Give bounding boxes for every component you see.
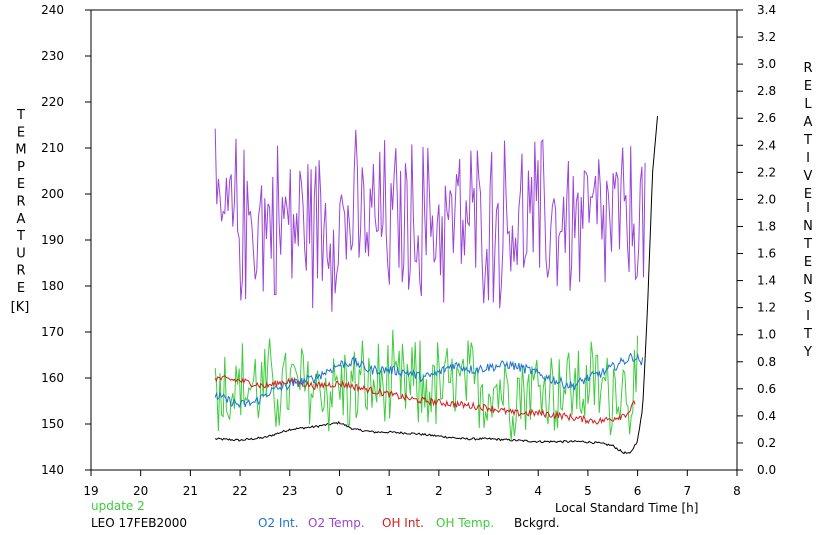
legend-entry: O2 Int. <box>258 516 299 530</box>
series-line-bckgrd <box>214 115 658 455</box>
left-axis-title-letter: P <box>17 160 25 175</box>
legend-entry: Bckgrd. <box>514 516 560 530</box>
right-axis-title-letter: V <box>804 169 813 184</box>
left-y-tick-label: 150 <box>41 417 64 431</box>
right-y-tick-label: 3.2 <box>757 30 776 44</box>
x-tick-label: 6 <box>634 484 642 498</box>
x-tick-label: 4 <box>534 484 542 498</box>
right-axis-title-letter: I <box>806 201 810 216</box>
right-y-tick-label: 2.8 <box>757 84 776 98</box>
left-axis-title-letter: E <box>17 177 25 192</box>
left-axis-title-letter: E <box>17 281 25 296</box>
right-y-tick-label: 0.6 <box>757 382 776 396</box>
left-y-tick-label: 230 <box>41 49 64 63</box>
update-label: update 2 <box>91 499 145 513</box>
x-tick-label: 19 <box>83 484 98 498</box>
x-tick-label: 21 <box>183 484 198 498</box>
right-axis-title-letter: R <box>803 61 812 76</box>
right-y-tick-label: 0.2 <box>757 436 776 450</box>
left-y-tick-label: 160 <box>41 371 64 385</box>
right-axis-title-letter: E <box>804 79 812 94</box>
left-axis-title-letter: U <box>16 246 26 261</box>
x-tick-label: 23 <box>282 484 297 498</box>
left-axis-title-letter: E <box>17 125 25 140</box>
left-y-tick-label: 200 <box>41 187 64 201</box>
left-y-tick-label: 170 <box>41 325 64 339</box>
right-y-tick-label: 2.6 <box>757 111 776 125</box>
right-y-tick-label: 1.4 <box>757 274 776 288</box>
right-y-tick-label: 2.2 <box>757 165 776 179</box>
x-tick-label: 8 <box>733 484 741 498</box>
right-axis-title-letter: E <box>804 255 812 270</box>
left-y-tick-label: 240 <box>41 3 64 17</box>
legend-entry: O2 Temp. <box>308 516 365 530</box>
right-y-tick-label: 1.8 <box>757 219 776 233</box>
series-line-oh-temp <box>214 329 639 441</box>
right-axis-title-letter: A <box>804 115 813 130</box>
left-axis-title-letter: R <box>16 264 25 279</box>
legend-entry: OH Temp. <box>436 516 494 530</box>
right-y-tick-label: 3.0 <box>757 57 776 71</box>
right-y-tick-label: 1.6 <box>757 247 776 261</box>
legend-entry: OH Int. <box>382 516 424 530</box>
x-tick-label: 0 <box>336 484 344 498</box>
right-axis-title-letter: I <box>806 151 810 166</box>
right-y-tick-label: 3.4 <box>757 3 776 17</box>
left-axis-title-letter: R <box>16 195 25 210</box>
right-y-tick-label: 0.0 <box>757 463 776 477</box>
right-axis-title-letter: N <box>803 273 813 288</box>
left-axis-title-letter: M <box>15 143 26 158</box>
right-axis-title-letter: L <box>804 97 812 112</box>
x-tick-label: 7 <box>683 484 691 498</box>
x-tick-label: 3 <box>485 484 493 498</box>
left-y-tick-label: 210 <box>41 141 64 155</box>
x-tick-label: 2 <box>435 484 443 498</box>
x-tick-label: 5 <box>584 484 592 498</box>
x-axis-label: Local Standard Time [h] <box>555 501 698 515</box>
x-tick-label: 20 <box>133 484 148 498</box>
left-y-tick-label: 140 <box>41 463 64 477</box>
left-axis-title-letter: T <box>16 229 25 244</box>
right-y-tick-label: 0.4 <box>757 409 776 423</box>
right-axis-title-letter: S <box>804 291 812 306</box>
left-axis-unit: [K] <box>11 300 30 315</box>
x-tick-label: 1 <box>385 484 393 498</box>
right-y-tick-label: 2.0 <box>757 192 776 206</box>
series-line-o2-temp <box>214 128 646 312</box>
right-axis-title-letter: T <box>803 133 812 148</box>
right-y-tick-label: 0.8 <box>757 355 776 369</box>
left-y-tick-label: 190 <box>41 233 64 247</box>
series-line-o2-int <box>214 352 644 409</box>
right-axis-title-letter: T <box>803 327 812 342</box>
right-axis-title-letter: I <box>806 309 810 324</box>
right-y-tick-label: 2.4 <box>757 138 776 152</box>
left-y-tick-label: 180 <box>41 279 64 293</box>
right-y-tick-label: 1.0 <box>757 328 776 342</box>
right-axis-title-letter: N <box>803 219 813 234</box>
right-y-tick-label: 1.2 <box>757 301 776 315</box>
right-axis-title-letter: E <box>804 187 812 202</box>
left-y-tick-label: 220 <box>41 95 64 109</box>
station-label: LEO 17FEB2000 <box>91 516 187 530</box>
left-axis-title-letter: A <box>17 212 26 227</box>
left-axis-title-letter: T <box>16 108 25 123</box>
right-axis-title-letter: Y <box>803 345 812 360</box>
right-axis-title-letter: T <box>803 237 812 252</box>
x-tick-label: 22 <box>232 484 247 498</box>
